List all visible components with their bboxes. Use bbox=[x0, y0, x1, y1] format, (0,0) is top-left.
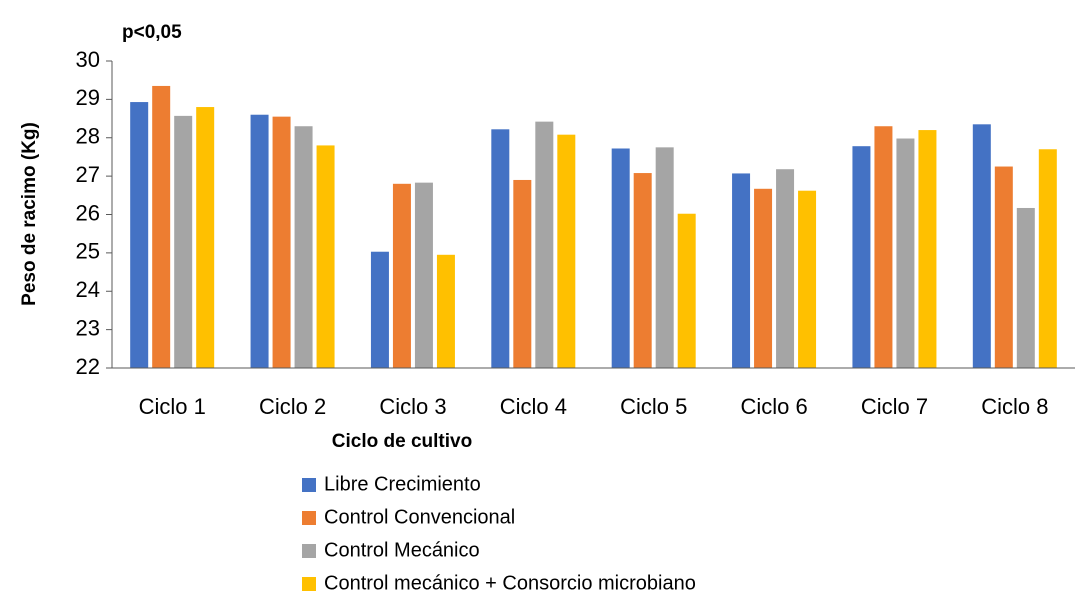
annotation: p<0,05 bbox=[122, 22, 182, 43]
x-tick-label: Ciclo 4 bbox=[500, 394, 567, 419]
bar bbox=[513, 179, 532, 368]
bar bbox=[874, 126, 893, 368]
bar bbox=[852, 146, 871, 368]
bar bbox=[798, 190, 817, 368]
bar bbox=[174, 115, 193, 368]
y-tick-label: 23 bbox=[76, 315, 100, 340]
bar bbox=[557, 134, 576, 368]
legend-swatch bbox=[302, 544, 316, 558]
x-axis-title: Ciclo de cultivo bbox=[332, 431, 472, 452]
bar bbox=[677, 213, 696, 368]
legend-swatch bbox=[302, 577, 316, 591]
y-tick-label: 28 bbox=[76, 124, 100, 149]
bar bbox=[994, 166, 1013, 368]
x-tick-label: Ciclo 1 bbox=[139, 394, 206, 419]
bar bbox=[611, 148, 630, 368]
x-tick-label: Ciclo 2 bbox=[259, 394, 326, 419]
x-tick-label: Ciclo 5 bbox=[620, 394, 687, 419]
legend-label: Libre Crecimiento bbox=[324, 473, 481, 495]
bar bbox=[655, 147, 674, 368]
x-tick-label: Ciclo 8 bbox=[981, 394, 1048, 419]
legend-swatch bbox=[302, 478, 316, 492]
legend-swatch bbox=[302, 511, 316, 525]
bar bbox=[392, 183, 411, 368]
bar bbox=[370, 251, 389, 368]
bar bbox=[272, 116, 291, 368]
bar bbox=[732, 173, 751, 368]
y-tick-label: 24 bbox=[76, 277, 100, 302]
legend-label: Control Convencional bbox=[324, 506, 515, 528]
x-tick-label: Ciclo 3 bbox=[379, 394, 446, 419]
y-axis-title: Peso de racimo (Kg) bbox=[19, 122, 40, 306]
x-tick-label: Ciclo 7 bbox=[861, 394, 928, 419]
bar bbox=[491, 129, 510, 368]
legend-label: Control mecánico + Consorcio microbiano bbox=[324, 572, 696, 594]
bar bbox=[196, 107, 215, 369]
bar bbox=[436, 254, 455, 368]
y-tick-label: 27 bbox=[76, 162, 100, 187]
y-tick-label: 22 bbox=[76, 354, 100, 379]
bar bbox=[1016, 207, 1035, 368]
bar bbox=[633, 173, 652, 368]
bar bbox=[776, 169, 795, 368]
bar bbox=[316, 145, 335, 368]
bar bbox=[130, 102, 149, 368]
bar bbox=[535, 121, 554, 368]
bar bbox=[754, 188, 773, 368]
legend-label: Control Mecánico bbox=[324, 539, 480, 561]
y-tick-label: 25 bbox=[76, 239, 100, 264]
y-tick-label: 29 bbox=[76, 85, 100, 110]
x-tick-label: Ciclo 6 bbox=[740, 394, 807, 419]
y-tick-label: 26 bbox=[76, 200, 100, 225]
bar bbox=[294, 126, 313, 368]
y-tick-label: 30 bbox=[76, 47, 100, 72]
bar bbox=[152, 85, 171, 368]
bar bbox=[972, 124, 991, 368]
bar bbox=[414, 182, 433, 368]
bar bbox=[918, 130, 937, 368]
bar bbox=[250, 114, 269, 368]
bar bbox=[896, 138, 915, 368]
bar bbox=[1038, 149, 1057, 368]
